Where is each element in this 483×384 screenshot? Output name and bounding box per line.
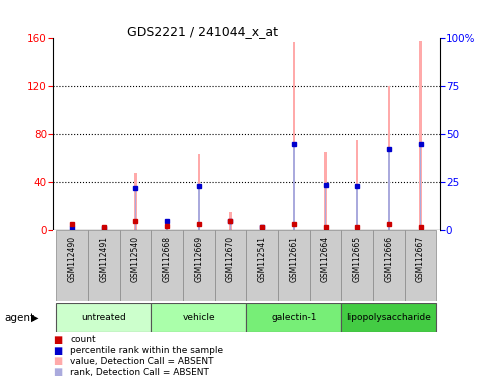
Text: rank, Detection Call = ABSENT: rank, Detection Call = ABSENT	[70, 367, 209, 377]
Text: GSM112670: GSM112670	[226, 236, 235, 282]
Text: ■: ■	[53, 367, 62, 377]
Text: untreated: untreated	[82, 313, 126, 322]
Bar	[214, 230, 246, 301]
Text: GDS2221 / 241044_x_at: GDS2221 / 241044_x_at	[128, 25, 278, 38]
Text: ■: ■	[53, 356, 62, 366]
Bar	[325, 185, 327, 230]
Text: vehicle: vehicle	[183, 313, 215, 322]
Text: GSM112664: GSM112664	[321, 236, 330, 282]
Bar	[183, 230, 214, 301]
Bar	[134, 173, 137, 230]
Bar	[356, 186, 358, 230]
Text: ▶: ▶	[31, 313, 39, 323]
Bar	[405, 230, 436, 301]
Text: GSM112540: GSM112540	[131, 236, 140, 282]
Bar	[387, 86, 390, 230]
Text: GSM112665: GSM112665	[353, 236, 362, 282]
Bar	[341, 303, 436, 332]
Bar	[71, 223, 73, 230]
Text: GSM112661: GSM112661	[289, 236, 298, 282]
Bar	[102, 225, 105, 230]
Text: GSM112666: GSM112666	[384, 236, 393, 282]
Bar	[373, 230, 405, 301]
Bar	[324, 152, 327, 230]
Bar	[229, 212, 232, 230]
Bar	[420, 144, 421, 230]
Text: GSM112490: GSM112490	[68, 236, 77, 282]
Bar	[246, 303, 341, 332]
Bar	[198, 154, 200, 230]
Text: galectin-1: galectin-1	[271, 313, 316, 322]
Bar	[310, 230, 341, 301]
Bar	[198, 186, 199, 230]
Bar	[261, 227, 263, 230]
Text: ■: ■	[53, 335, 62, 345]
Text: count: count	[70, 335, 96, 344]
Bar	[278, 230, 310, 301]
Bar	[151, 230, 183, 301]
Bar	[246, 230, 278, 301]
Text: GSM112669: GSM112669	[194, 236, 203, 282]
Bar	[135, 189, 136, 230]
Text: GSM112491: GSM112491	[99, 236, 108, 282]
Text: percentile rank within the sample: percentile rank within the sample	[70, 346, 223, 355]
Text: GSM112541: GSM112541	[257, 236, 267, 282]
Bar	[341, 230, 373, 301]
Bar	[151, 303, 246, 332]
Bar	[57, 303, 151, 332]
Bar	[57, 230, 88, 301]
Bar	[293, 144, 295, 230]
Bar	[166, 221, 168, 230]
Text: lipopolysaccharide: lipopolysaccharide	[346, 313, 431, 322]
Bar	[230, 221, 231, 230]
Text: GSM112668: GSM112668	[163, 236, 171, 282]
Bar	[419, 41, 422, 230]
Bar	[71, 228, 73, 230]
Bar	[261, 225, 263, 230]
Text: agent: agent	[5, 313, 35, 323]
Bar	[103, 228, 104, 230]
Text: ■: ■	[53, 346, 62, 356]
Bar	[388, 149, 390, 230]
Text: GSM112667: GSM112667	[416, 236, 425, 282]
Bar	[293, 42, 295, 230]
Text: value, Detection Call = ABSENT: value, Detection Call = ABSENT	[70, 357, 213, 366]
Bar	[88, 230, 120, 301]
Bar	[120, 230, 151, 301]
Bar	[166, 220, 169, 230]
Bar	[356, 141, 358, 230]
